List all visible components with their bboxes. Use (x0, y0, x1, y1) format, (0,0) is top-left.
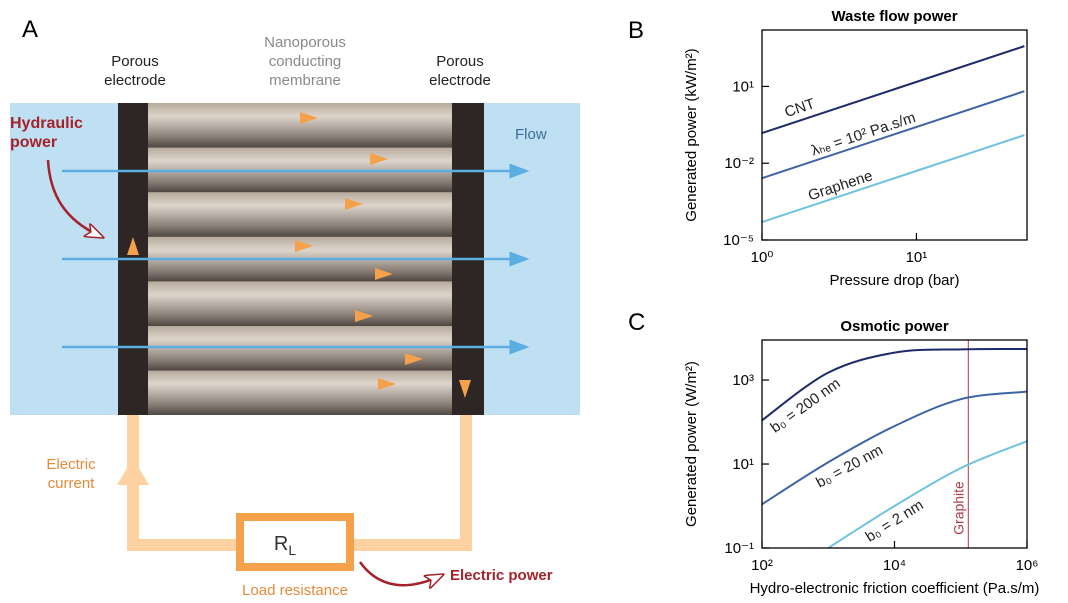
flow-arrows (62, 163, 530, 355)
series-label: λₕₑ = 10² Pa.s/m (809, 109, 918, 159)
x-axis-label: Pressure drop (bar) (829, 272, 959, 289)
series-line (761, 134, 1025, 224)
load-symbol: RL (274, 533, 296, 558)
load-box (236, 513, 354, 571)
y-tick-label: 10⁻¹ (724, 540, 754, 557)
power-label: Electric power (450, 567, 553, 584)
y-axis-label: Generated power (W/m²) (683, 361, 700, 527)
series-line (827, 440, 1028, 549)
hydraulic-label: Hydraulic power (10, 115, 83, 151)
series-line (761, 45, 1025, 135)
membrane-label: Nanoporous conducting membrane (264, 34, 346, 89)
y-tick-label: 10¹ (732, 78, 754, 95)
right-electrode-label: Porous electrode (429, 53, 491, 89)
plot-frame (761, 339, 1028, 549)
panel-label: C (628, 309, 645, 336)
annotation-label: Graphite (950, 481, 966, 535)
series-line (761, 90, 1025, 180)
y-tick-label: 10¹ (732, 456, 754, 473)
series-line (761, 347, 1028, 422)
plot-frame (761, 29, 1028, 241)
load-symbol-sub: L (288, 542, 296, 558)
current-arrow (117, 458, 149, 485)
series-label: b₀ = 200 nm (767, 375, 843, 437)
x-tick-label: 10² (751, 557, 773, 574)
flow-label: Flow (515, 126, 547, 143)
hydraulic-arrow (46, 159, 100, 236)
x-tick-label: 10⁰ (751, 249, 774, 266)
x-tick-label: 10⁶ (1016, 557, 1039, 574)
y-tick-label: 10⁻⁵ (723, 232, 754, 249)
chart-title: Osmotic power (840, 318, 949, 335)
x-tick-label: 10¹ (906, 249, 928, 266)
chart-title: Waste flow power (831, 8, 957, 25)
load-symbol-main: R (274, 533, 288, 555)
load-label: Load resistance (242, 582, 348, 599)
panel-label: B (628, 17, 644, 44)
y-tick-label: 10⁻² (724, 155, 754, 172)
series-line (761, 390, 1028, 506)
y-axis-label: Generated power (kW/m²) (683, 48, 700, 221)
x-axis-label: Hydro-electronic friction coefficient (P… (750, 580, 1040, 597)
ion-arrows (127, 112, 471, 398)
current-label: Electric current (46, 456, 96, 492)
series-label: Graphene (806, 167, 875, 204)
left-electrode-label: Porous electrode (104, 53, 166, 89)
x-tick-label: 10⁴ (883, 557, 906, 574)
panel-label: A (22, 16, 39, 43)
power-arrow (358, 561, 440, 585)
y-tick-label: 10³ (732, 372, 754, 389)
